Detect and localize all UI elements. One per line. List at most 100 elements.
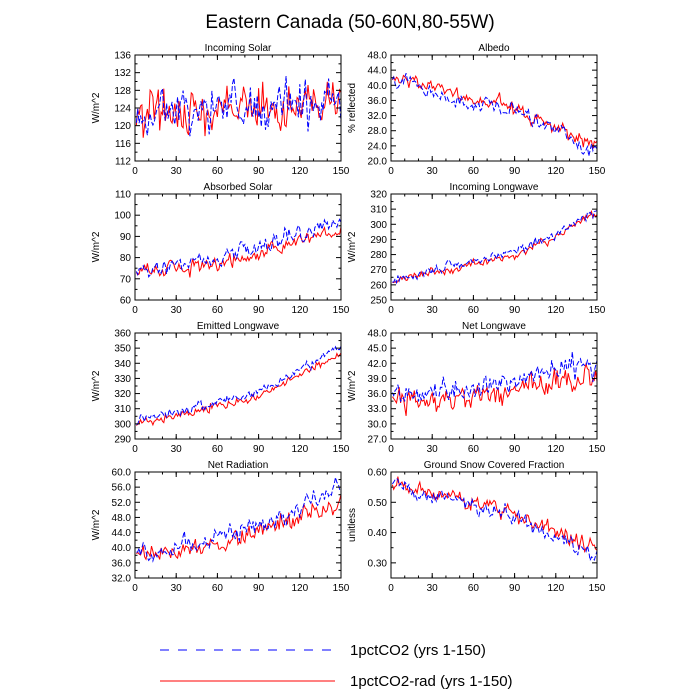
y-tick-label: 28.0: [368, 126, 388, 137]
y-tick-label: 310: [370, 205, 387, 216]
y-tick-label: 340: [114, 359, 131, 370]
series-line-1pctco2: [136, 219, 341, 276]
plot-frame: [391, 472, 597, 578]
x-tick-label: 90: [253, 305, 265, 316]
x-tick-label: 0: [388, 583, 394, 594]
x-tick-label: 120: [291, 305, 308, 316]
y-tick-label: 0.60: [368, 468, 388, 479]
series-group: [392, 352, 597, 416]
series-line-1pctco2: [392, 211, 597, 283]
plot-frame: [391, 194, 597, 300]
y-tick-label: 39.0: [368, 374, 388, 385]
series-line-1pctco2-rad: [136, 353, 341, 426]
y-tick-label: 280: [370, 250, 387, 261]
x-tick-label: 150: [589, 583, 606, 594]
x-tick-label: 150: [589, 444, 606, 455]
y-tick-label: 116: [115, 139, 131, 150]
series-group: [136, 219, 341, 277]
x-tick-label: 150: [589, 166, 606, 177]
y-tick-label: 320: [114, 389, 131, 400]
y-tick-label: 32.0: [112, 574, 132, 585]
x-tick-label: 150: [333, 305, 350, 316]
figure: Eastern Canada (50-60N,80-55W) Incoming …: [0, 0, 700, 700]
y-tick-label: 0.50: [368, 498, 388, 509]
panel-title: Absorbed Solar: [204, 182, 274, 193]
legend: 1pctCO2 (yrs 1-150) 1pctCO2-rad (yrs 1-1…: [160, 642, 513, 690]
y-tick-label: 300: [370, 220, 387, 231]
panel-incoming-solar: Incoming Solar W/m^2 0 30 60 90 120 150 112 116 12…: [91, 43, 350, 177]
y-tick-label: 120: [114, 121, 131, 132]
x-tick-label: 150: [333, 583, 350, 594]
x-tick-label: 150: [589, 305, 606, 316]
x-tick-label: 120: [547, 166, 564, 177]
x-tick-label: 120: [291, 583, 308, 594]
x-tick-label: 90: [253, 166, 265, 177]
x-tick-label: 120: [547, 305, 564, 316]
x-tick-label: 0: [388, 166, 394, 177]
x-tick-label: 0: [388, 305, 394, 316]
y-tick-label: 45.0: [368, 344, 388, 355]
panel-ground-snow-covered-fraction: Ground Snow Covered Fractionunitless0 30 6…: [347, 460, 606, 594]
x-tick-label: 30: [427, 583, 439, 594]
x-tick-label: 150: [333, 444, 350, 455]
y-axis-label: W/m^2: [91, 370, 102, 401]
plot-frame: [135, 333, 341, 439]
panel-title: Albedo: [478, 43, 510, 54]
y-tick-label: 80: [120, 253, 132, 264]
x-tick-label: 30: [427, 166, 439, 177]
y-tick-label: 52.0: [112, 498, 132, 509]
panel-grid: Incoming Solar W/m^2 0 30 60 90 120 150 112 116 12…: [91, 43, 606, 594]
y-tick-label: 250: [370, 296, 387, 307]
legend-label-1pctco2-rad: 1pctCO2-rad (yrs 1-150): [350, 673, 513, 690]
x-tick-label: 90: [509, 444, 521, 455]
y-tick-label: 40.0: [112, 543, 132, 554]
y-tick-label: 48.0: [112, 513, 132, 524]
y-tick-label: 310: [114, 404, 131, 415]
y-axis-label: unitless: [347, 508, 358, 542]
y-tick-label: 112: [115, 157, 131, 168]
y-tick-label: 48.0: [368, 329, 388, 340]
y-tick-label: 290: [114, 435, 131, 446]
x-tick-label: 120: [291, 444, 308, 455]
y-axis-label: W/m^2: [91, 231, 102, 262]
x-tick-label: 0: [132, 583, 138, 594]
y-tick-label: 0.30: [368, 558, 388, 569]
x-tick-label: 90: [509, 305, 521, 316]
y-axis-label: W/m^2: [347, 370, 358, 401]
legend-label-1pctco2: 1pctCO2 (yrs 1-150): [350, 642, 486, 659]
y-tick-label: 42.0: [368, 359, 388, 370]
y-tick-label: 60: [120, 296, 132, 307]
y-tick-label: 27.0: [368, 435, 388, 446]
y-tick-label: 70: [120, 274, 132, 285]
panel-title: Incoming Solar: [205, 43, 272, 54]
series-line-1pctco2: [136, 477, 341, 561]
series-group: [136, 346, 341, 425]
plot-frame: [135, 472, 341, 578]
x-tick-label: 150: [333, 166, 350, 177]
series-line-1pctco2: [136, 346, 341, 425]
y-tick-label: 100: [114, 211, 131, 222]
y-tick-label: 320: [370, 190, 387, 201]
y-tick-label: 20.0: [368, 157, 388, 168]
y-tick-label: 60.0: [112, 468, 132, 479]
x-tick-label: 120: [547, 583, 564, 594]
y-tick-label: 36.0: [368, 389, 388, 400]
panel-title: Emitted Longwave: [197, 321, 280, 332]
y-tick-label: 350: [114, 344, 131, 355]
y-tick-label: 36.0: [112, 558, 132, 569]
y-tick-label: 260: [370, 280, 387, 291]
y-axis-label: W/m^2: [347, 231, 358, 262]
series-group: [392, 73, 597, 156]
y-tick-label: 110: [115, 190, 131, 201]
x-tick-label: 60: [468, 166, 480, 177]
x-tick-label: 120: [547, 444, 564, 455]
y-tick-label: 90: [120, 232, 132, 243]
series-group: [392, 477, 597, 561]
y-axis-label: W/m^2: [91, 509, 102, 540]
y-tick-label: 44.0: [368, 66, 388, 77]
series-line-1pctco2-rad: [392, 364, 597, 416]
plot-frame: [391, 55, 597, 161]
x-tick-label: 90: [253, 444, 265, 455]
x-tick-label: 30: [427, 444, 439, 455]
y-tick-label: 30.0: [368, 419, 388, 430]
